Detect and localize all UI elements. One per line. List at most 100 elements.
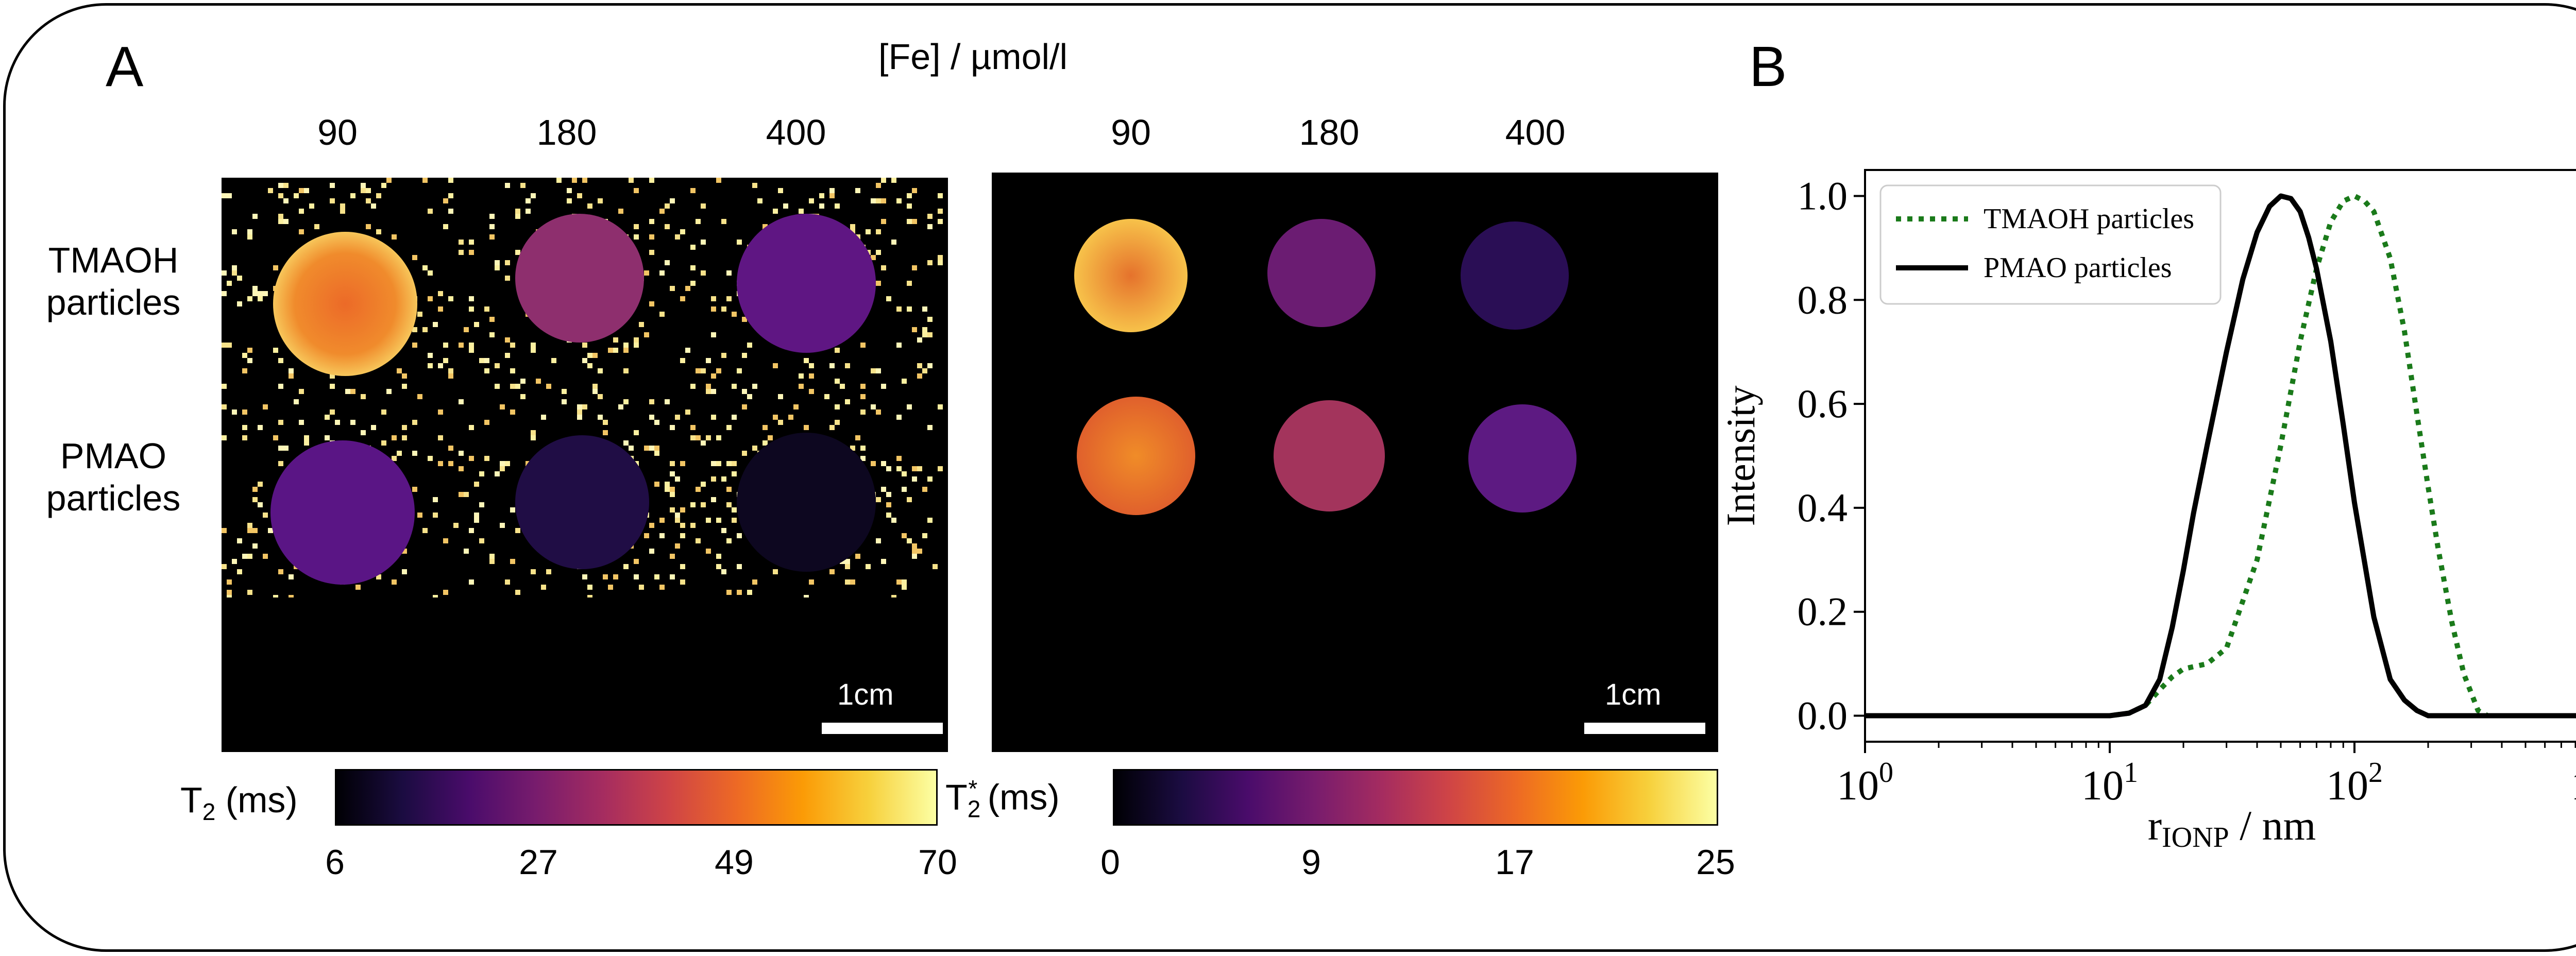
t2-noise-pixel [896,198,902,203]
t2-noise-pixel [649,523,654,528]
t2-noise-pixel [417,312,422,317]
t2-map-image: 1cm [222,178,948,752]
t2-noise-pixel [355,585,361,590]
t2-noise-pixel [587,353,592,358]
t2-noise-pixel [258,291,263,296]
t2-noise-pixel [829,569,835,574]
t2-noise-pixel [809,363,814,368]
t2-noise-pixel [732,384,737,389]
t2-noise-pixel [386,389,392,394]
t2-noise-pixel [665,482,670,487]
t2-noise-pixel [912,549,917,554]
t2-noise-pixel [732,415,737,420]
t2-noise-pixel [860,409,866,415]
y-tick-label: 0.8 [1798,277,1848,322]
t2-noise-pixel [598,415,603,420]
t2-noise-pixel [659,585,665,590]
t2star-colorbar-tick-17: 17 [1495,843,1534,882]
t2-noise-pixel [489,224,495,229]
t2-noise-pixel [907,404,912,409]
t2-noise-pixel [376,193,381,198]
t2-noise-pixel [299,420,304,425]
t2-noise-pixel [752,384,757,389]
t2-noise-pixel [242,554,247,559]
t2-noise-pixel [721,569,726,574]
t2-noise-pixel [340,209,345,214]
t2-noise-pixel [721,219,726,224]
t2-noise-pixel [701,482,706,487]
t2-noise-pixel [927,317,933,322]
t2-noise-pixel [634,574,639,579]
t2-noise-pixel [716,518,721,523]
t2-noise-pixel [484,306,489,312]
t2-noise-pixel [587,363,592,368]
t2-noise-pixel [855,435,860,440]
t2-noise-pixel [690,265,696,270]
t2-noise-pixel [680,229,685,234]
y-tick-label: 0.4 [1798,485,1848,530]
series-line-pmao [1865,193,2576,719]
t2-noise-pixel [299,209,304,214]
t2-noise-pixel [634,559,639,564]
t2-noise-pixel [448,446,453,451]
t2-noise-pixel [412,255,417,260]
t2-noise-pixel [891,240,896,245]
t2-noise-pixel [520,379,526,384]
t2-noise-pixel [376,229,381,234]
t2-noise-pixel [675,518,680,523]
legend-box [1879,184,2222,305]
row-label-tmaoh-line2: particles [46,282,181,322]
t2-noise-pixel [299,229,304,234]
t2-noise-pixel [623,564,629,569]
t2-noise-pixel [531,569,536,574]
t2-noise-pixel [242,435,247,440]
t2-noise-pixel [706,518,711,523]
t2-noise-pixel [577,409,582,415]
t2-noise-pixel [227,193,232,198]
t2-noise-pixel [325,435,330,440]
t2-noise-pixel [912,265,917,270]
t2-noise-pixel [366,224,371,229]
t2-noise-pixel [778,420,783,425]
t2-noise-pixel [654,482,659,487]
t2-noise-pixel [675,513,680,518]
t2-noise-pixel [422,327,428,332]
t2-noise-pixel [912,219,917,224]
t2-noise-pixel [232,409,237,415]
t2-noise-pixel [649,549,654,554]
t2-noise-pixel [350,193,355,198]
t2-noise-pixel [268,528,273,533]
t2-noise-pixel [495,471,500,476]
t2-noise-pixel [592,353,598,358]
t2-noise-pixel [505,461,510,466]
t2-noise-pixel [670,198,675,203]
t2-noise-pixel [489,559,495,564]
t2-noise-pixel [484,420,489,425]
t2-noise-pixel [711,296,716,301]
t2-noise-pixel [762,440,768,446]
t2-noise-pixel [459,343,464,348]
t2-noise-pixel [520,394,526,399]
t2-noise-pixel [495,265,500,270]
t2star-colorbar-label-sub: 2 [967,795,981,823]
t2-noise-pixel [871,198,876,203]
t2-noise-pixel [675,234,680,240]
t2-noise-pixel [917,363,922,368]
t2-noise-pixel [448,209,453,214]
t2-noise-pixel [531,435,536,440]
t2-noise-pixel [634,188,639,193]
t2-noise-pixel [505,579,510,585]
t2-noise-pixel [938,219,943,224]
t2-noise-pixel [304,435,309,440]
t2-noise-pixel [592,384,598,389]
t2-noise-pixel [747,394,752,399]
t2-noise-pixel [381,409,386,415]
t2-noise-pixel [505,260,510,265]
t2-noise-pixel [402,549,407,554]
t2-noise-pixel [721,353,726,358]
t2-noise-pixel [515,214,520,219]
t2-noise-pixel [659,312,665,317]
t2-noise-pixel [618,209,623,214]
t2-noise-pixel [891,178,896,183]
t2-noise-pixel [582,404,587,409]
